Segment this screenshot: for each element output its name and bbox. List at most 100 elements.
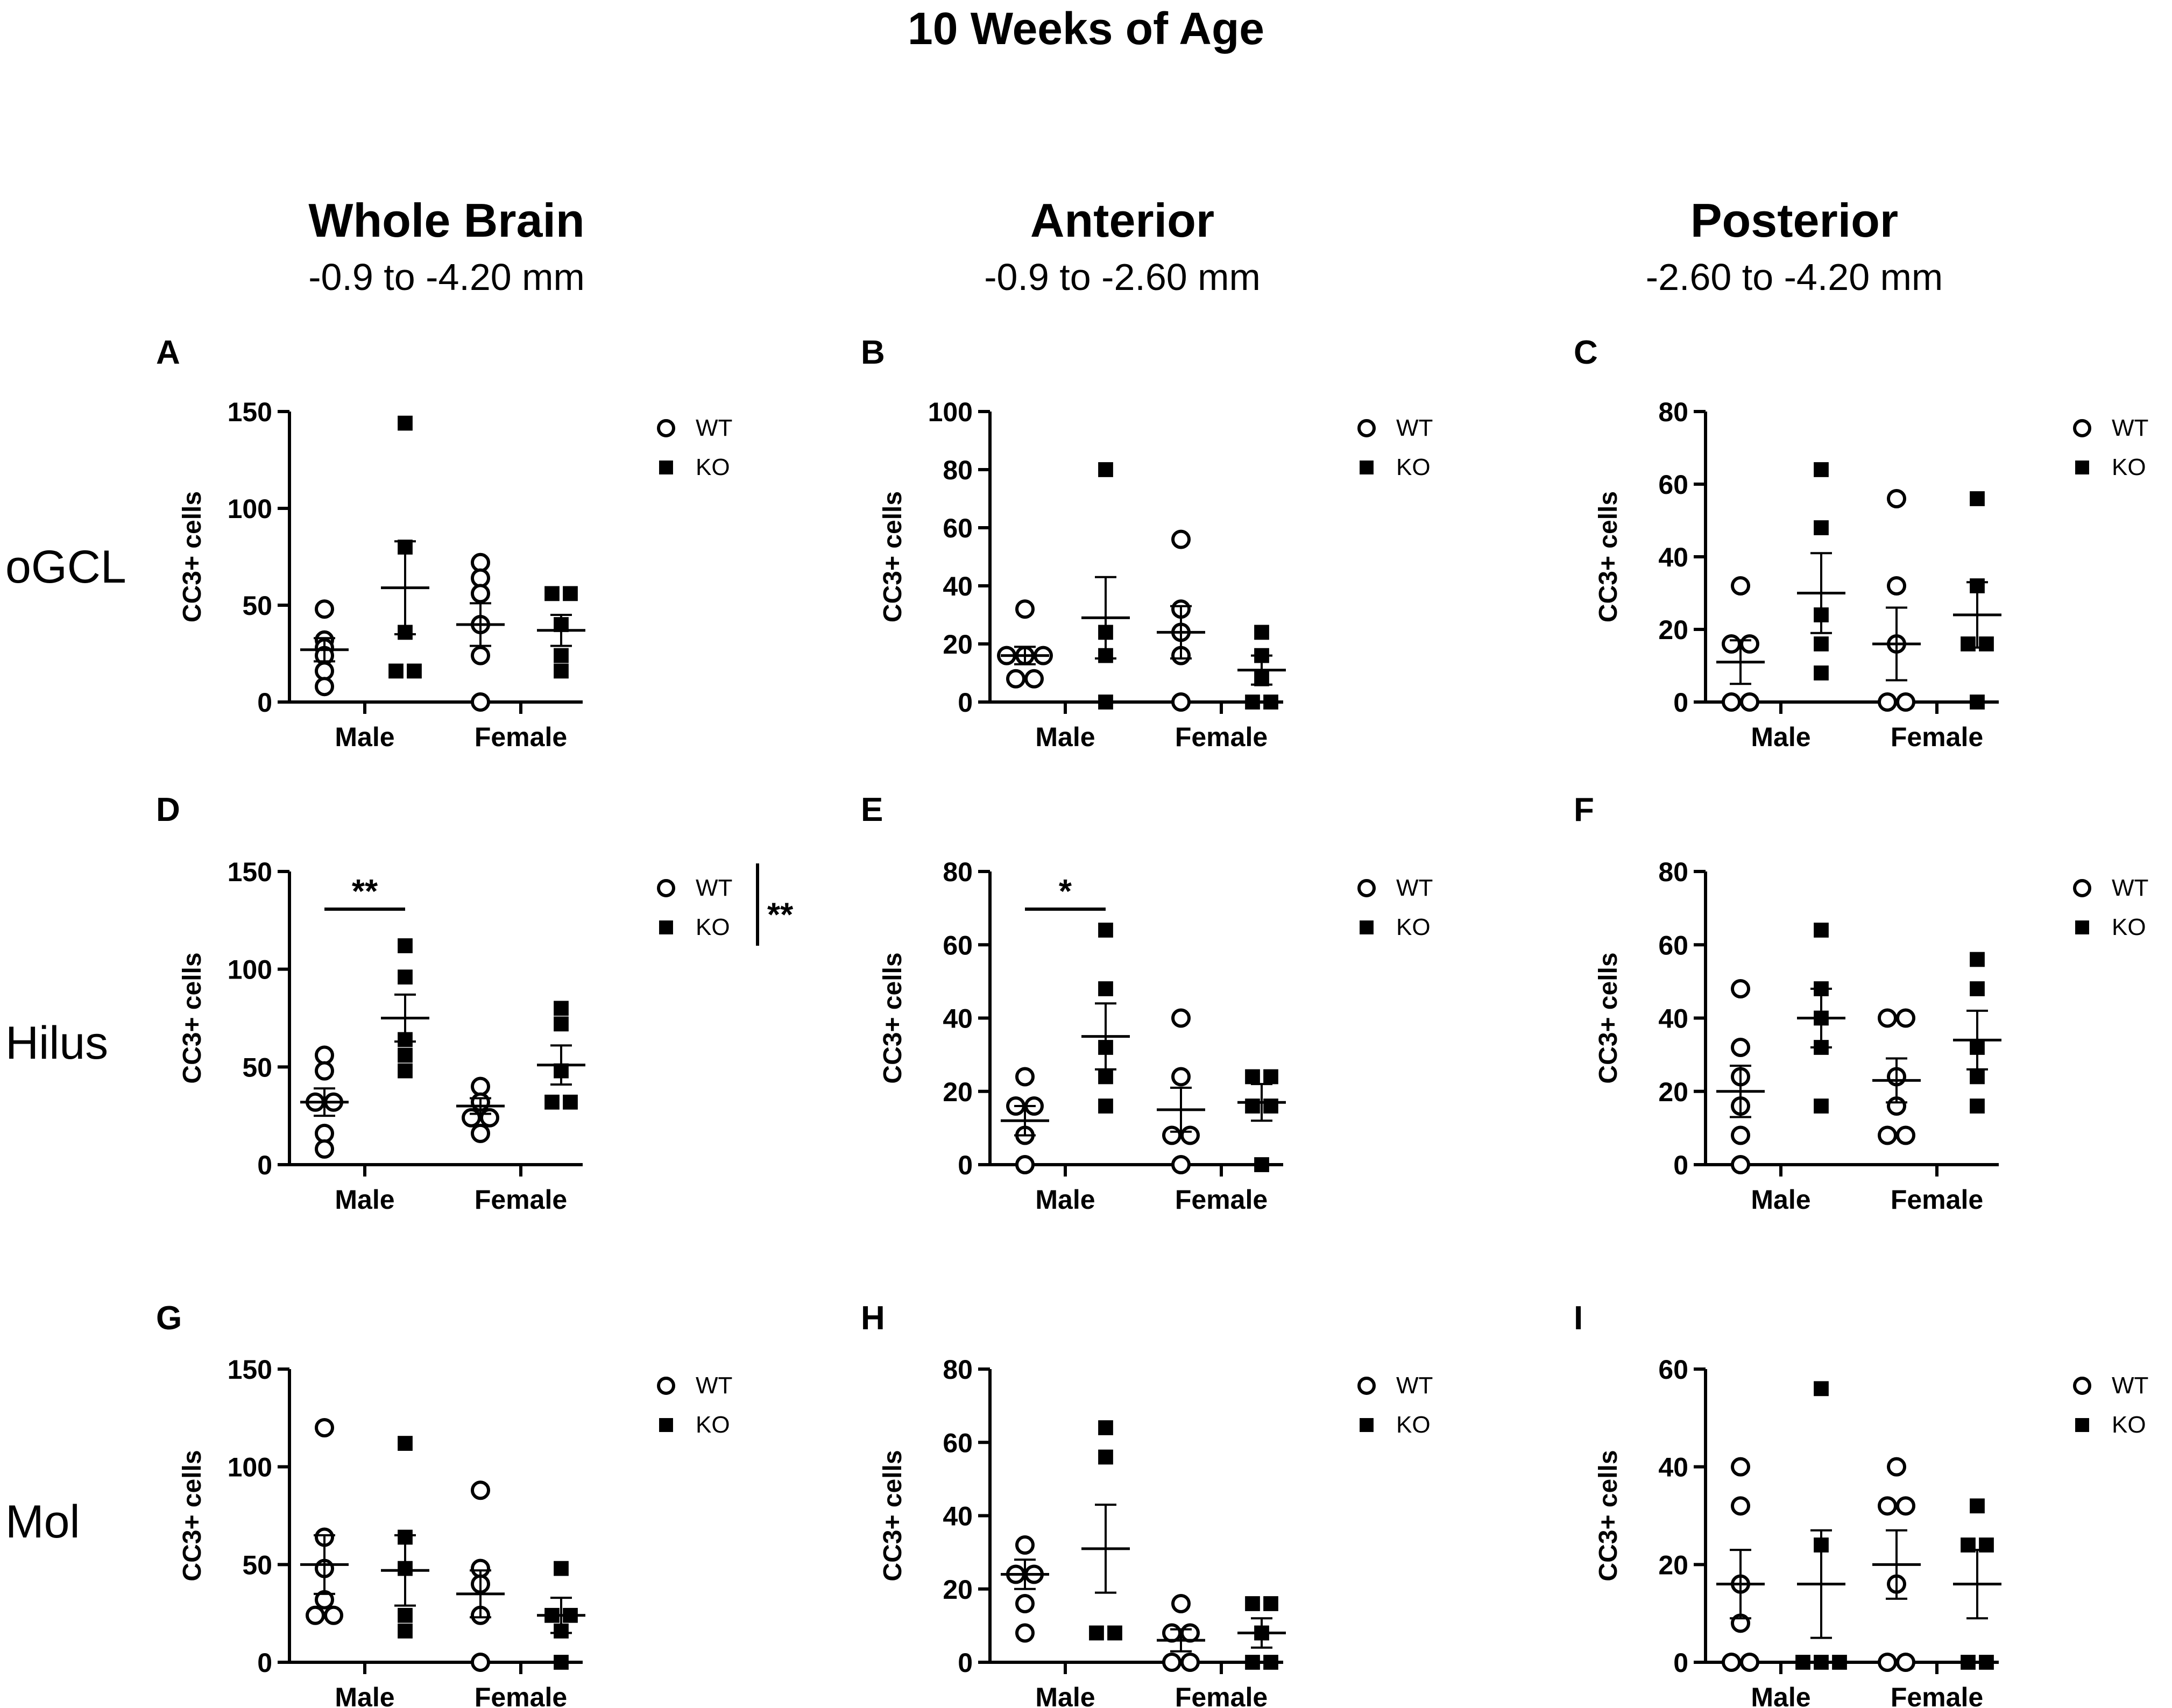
legend-marker-wt xyxy=(657,879,675,897)
data-point-wt xyxy=(315,599,334,619)
x-tick-label: Male xyxy=(1751,1185,1810,1215)
chart-h: 0 20 40 60 80 CC3+ cells Male Female WT KO xyxy=(879,1355,1433,1708)
data-point-wt xyxy=(1162,1623,1181,1643)
data-point-wt xyxy=(471,1480,490,1500)
y-axis-label: CC3+ cells xyxy=(178,491,207,622)
y-tick-label: 60 xyxy=(1658,470,1688,500)
data-point-wt xyxy=(315,677,334,697)
legend-label-ko: KO xyxy=(696,1412,730,1438)
data-point-wt xyxy=(1722,1653,1741,1672)
legend-label-ko: KO xyxy=(696,914,730,940)
data-point-ko xyxy=(1970,1498,1985,1514)
y-tick-label: 20 xyxy=(943,1077,973,1107)
data-point-ko xyxy=(554,663,569,679)
data-point-wt xyxy=(480,1108,499,1128)
data-point-ko xyxy=(1832,1655,1847,1670)
y-tick-label: 20 xyxy=(943,629,973,660)
legend-marker-wt xyxy=(2073,879,2091,897)
data-point-wt xyxy=(1731,979,1750,998)
column-title: Whole Brain xyxy=(308,194,585,247)
panel-label-f: F xyxy=(1574,791,1594,828)
data-point-ko xyxy=(1245,694,1260,710)
data-point-ko xyxy=(1814,520,1829,535)
y-tick-label: 150 xyxy=(228,1355,272,1385)
data-point-ko xyxy=(1970,952,1985,967)
significance-label: ** xyxy=(352,873,378,910)
y-tick-label: 0 xyxy=(1673,1150,1688,1180)
data-point-wt xyxy=(1878,1496,1897,1516)
data-point-ko xyxy=(554,1016,569,1032)
data-point-wt xyxy=(1731,576,1750,596)
y-tick-label: 40 xyxy=(943,571,973,601)
y-tick-label: 0 xyxy=(257,1150,272,1180)
data-point-wt xyxy=(1171,1155,1191,1174)
y-tick-label: 40 xyxy=(943,1501,973,1532)
data-point-ko xyxy=(554,1655,569,1670)
y-tick-label: 60 xyxy=(943,513,973,543)
significance-label: * xyxy=(1059,873,1072,910)
data-point-ko xyxy=(398,969,413,985)
data-point-ko xyxy=(1098,1098,1113,1114)
data-point-ko xyxy=(1814,636,1829,651)
data-point-ko xyxy=(1979,636,1994,651)
data-point-wt xyxy=(1731,1125,1750,1145)
legend-marker-wt xyxy=(2073,419,2091,437)
legend-marker-wt xyxy=(657,1377,675,1395)
legend-marker-ko xyxy=(659,920,673,934)
y-tick-label: 40 xyxy=(1658,1452,1688,1483)
x-tick-label: Male xyxy=(1751,1682,1810,1708)
legend-marker-ko xyxy=(2075,920,2089,934)
data-point-ko xyxy=(398,415,413,431)
y-axis-label: CC3+ cells xyxy=(879,1450,907,1581)
chart-a: 0 50 100 150 CC3+ cells Male Female WT KO xyxy=(178,397,732,752)
chart-b: 0 20 40 60 80 100 CC3+ cells Male Female WT KO xyxy=(879,397,1433,752)
data-point-wt xyxy=(471,568,490,588)
y-tick-label: 60 xyxy=(1658,1355,1688,1385)
data-point-wt xyxy=(1722,634,1741,654)
x-tick-label: Male xyxy=(335,1682,394,1708)
column-header-anterior: Anterior -0.9 to -2.60 mm xyxy=(773,191,1472,304)
legend-label-wt: WT xyxy=(696,1372,732,1399)
data-point-wt xyxy=(1171,1008,1191,1028)
data-point-wt xyxy=(1878,692,1897,712)
x-tick-label: Male xyxy=(1751,722,1810,752)
data-point-wt xyxy=(1887,489,1906,508)
data-point-wt xyxy=(315,1123,334,1143)
data-point-ko xyxy=(1245,1655,1260,1670)
data-point-ko xyxy=(1814,1655,1829,1670)
y-tick-label: 0 xyxy=(257,688,272,718)
y-tick-label: 150 xyxy=(228,857,272,887)
data-point-ko xyxy=(398,1607,413,1623)
data-point-ko xyxy=(1245,1069,1260,1085)
y-axis-label: CC3+ cells xyxy=(1594,491,1623,622)
x-tick-label: Male xyxy=(1035,722,1095,752)
data-point-ko xyxy=(388,663,404,679)
data-point-wt xyxy=(1015,1155,1035,1174)
chart-i: 0 20 40 60 CC3+ cells Male Female WT KO xyxy=(1594,1355,2148,1708)
data-point-wt xyxy=(1015,1594,1035,1613)
data-point-ko xyxy=(544,1094,560,1110)
y-tick-label: 20 xyxy=(1658,1550,1688,1580)
y-tick-label: 50 xyxy=(242,591,272,621)
y-tick-label: 0 xyxy=(958,688,973,718)
data-point-ko xyxy=(1970,491,1985,506)
y-tick-label: 150 xyxy=(228,397,272,427)
panel-label-g: G xyxy=(156,1300,182,1337)
data-point-wt xyxy=(1740,692,1759,712)
data-point-wt xyxy=(471,1123,490,1143)
data-point-ko xyxy=(554,1001,569,1016)
legend-marker-ko xyxy=(659,460,673,474)
y-tick-label: 0 xyxy=(257,1648,272,1678)
legend-marker-wt xyxy=(1357,1377,1376,1395)
legend-label-ko: KO xyxy=(2112,454,2146,480)
data-point-wt xyxy=(1015,1067,1035,1087)
y-axis-label: CC3+ cells xyxy=(178,1450,207,1581)
legend-label-wt: WT xyxy=(2112,415,2148,441)
panel-label-d: D xyxy=(156,791,180,828)
data-point-ko xyxy=(1098,694,1113,710)
y-tick-label: 0 xyxy=(1673,688,1688,718)
column-range: -2.60 to -4.20 mm xyxy=(1645,256,1943,298)
panel-label-b: B xyxy=(861,334,885,371)
data-point-wt xyxy=(471,552,490,572)
